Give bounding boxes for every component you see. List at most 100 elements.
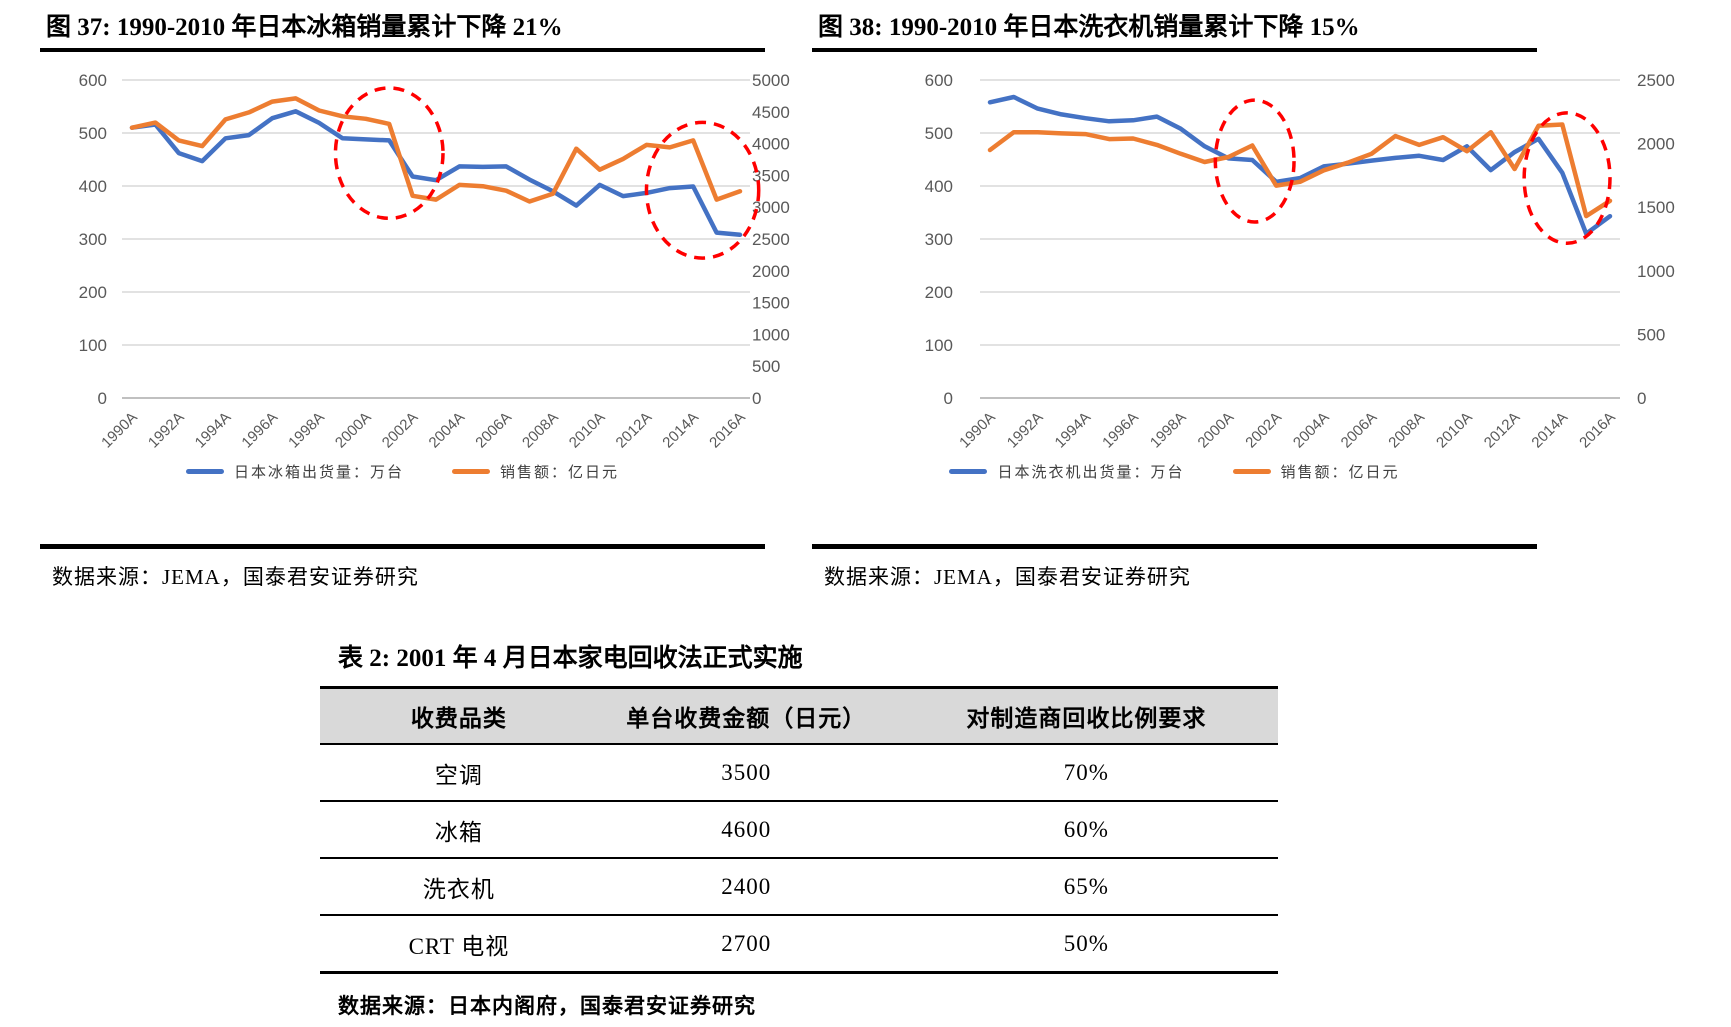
right-axis-tick-label: 3500 [752,166,790,185]
blue-line-swatch [185,468,224,474]
right-axis-tick-label: 0 [1637,389,1646,408]
x-axis-tick-label: 2004A [1290,409,1333,452]
right-axis-tick-label: 3000 [752,198,790,217]
table-2-section: 表 2: 2001 年 4 月日本家电回收法正式实施 收费品类 单台收费金额（日元… [320,638,1278,1020]
x-axis-tick-label: 1994A [1052,409,1095,452]
table-column-header: 对制造商回收比例要求 [894,687,1278,745]
x-axis-tick-label: 1998A [1147,409,1190,452]
left-axis-tick-label: 100 [79,336,107,355]
right-axis-tick-label: 1000 [752,325,790,344]
legend-item-shipments: 日本冰箱出货量：万台 [185,461,404,482]
legend-label: 销售额：亿日元 [500,464,620,481]
table-cell: 2700 [721,930,772,956]
x-axis-tick-label: 2014A [659,409,702,452]
x-axis-tick-label: 2002A [1242,409,1285,452]
legend-item-sales: 销售额：亿日元 [1232,461,1400,482]
right-axis-tick-label: 4500 [752,103,790,122]
figure-38-title: 图 38: 1990-2010 年日本洗衣机销量累计下降 15% [812,8,1537,52]
figure-37-bottom-rule [40,544,765,549]
table-row: 冰箱 4600 60% [320,801,1278,859]
figure-38-bottom-rule [812,544,1537,549]
left-axis-tick-label: 600 [925,71,953,90]
table-header-row: 收费品类 单台收费金额（日元） 对制造商回收比例要求 [320,687,1278,745]
x-axis-tick-label: 2012A [613,409,656,452]
highlight-ellipse-annotation [644,120,761,260]
right-axis-tick-label: 2000 [752,262,790,281]
right-axis-tick-label: 1500 [1637,198,1675,217]
right-axis-tick-label: 500 [752,357,780,376]
left-axis-tick-label: 600 [79,71,107,90]
figure-37-source: 数据来源：JEMA，国泰君安证券研究 [52,565,419,589]
figure-37: 图 37: 1990-2010 年日本冰箱销量累计下降 21% 600 500 40… [40,8,790,591]
x-axis-tick-label: 1992A [1004,409,1047,452]
figure-37-legend: 日本冰箱出货量：万台 销售额：亿日元 [40,460,765,482]
table-cell: 3500 [597,744,895,802]
figure-38-legend: 日本洗衣机出货量：万台 销售额：亿日元 [812,460,1537,482]
table-row: 空调 3500 70% [320,744,1278,802]
x-axis-tick-label: 1996A [238,409,281,452]
x-axis-tick-label: 2014A [1528,409,1571,452]
right-axis-tick-label: 1500 [752,294,790,313]
table-cell: 空调 [320,744,598,802]
x-axis-tick-label: 2008A [1385,409,1428,452]
x-axis-tick-label: 1998A [285,409,328,452]
x-axis-tick-label: 1990A [98,409,141,452]
x-axis-tick-label: 2010A [1433,409,1476,452]
left-axis-tick-label: 100 [925,336,953,355]
blue-line-swatch [949,468,988,474]
highlight-ellipse-annotation [1213,98,1296,224]
right-axis-tick-label: 2500 [752,230,790,249]
x-axis-tick-label: 1996A [1099,409,1142,452]
left-axis-tick-label: 300 [79,230,107,249]
left-axis-tick-label: 400 [79,177,107,196]
highlight-ellipse-annotation [333,86,445,221]
right-axis-tick-label: 2500 [1637,71,1675,90]
table-cell: 70% [894,744,1278,802]
table-cell: 65% [894,858,1278,916]
figure-37-title: 图 37: 1990-2010 年日本冰箱销量累计下降 21% [40,8,765,52]
table-cell: 洗衣机 [320,858,598,916]
left-axis-tick-label: 500 [925,124,953,143]
table-cell: 冰箱 [320,801,598,859]
left-axis-tick-label: 0 [944,389,953,408]
x-axis-tick-label: 2006A [472,409,515,452]
x-axis-tick-label: 2000A [332,409,375,452]
right-axis-tick-label: 1000 [1637,262,1675,281]
right-axis-tick-label: 5000 [752,71,790,90]
legend-label: 日本洗衣机出货量：万台 [997,464,1185,481]
left-axis-tick-label: 200 [79,283,107,302]
x-axis-tick-label: 1990A [956,409,999,452]
table-column-header: 收费品类 [320,687,598,745]
x-axis-tick-label: 2000A [1195,409,1238,452]
right-axis-tick-label: 2000 [1637,135,1675,154]
x-axis-tick-label: 2004A [426,409,469,452]
table-row: CRT 电视 2700 50% [320,915,1278,973]
x-axis-tick-label: 2016A [706,409,749,452]
right-axis-tick-label: 0 [752,389,761,408]
sales-line-series [129,96,743,204]
left-axis-tick-label: 400 [925,177,953,196]
table-row: 洗衣机 2400 65% [320,858,1278,916]
x-axis-tick-label: 2016A [1576,409,1619,452]
legend-label: 销售额：亿日元 [1280,464,1400,481]
right-axis-tick-label: 500 [1637,325,1665,344]
figure-38: 图 38: 1990-2010 年日本洗衣机销量累计下降 15% 600 500 4… [812,8,1675,591]
table-2-source: 数据来源：日本内阁府，国泰君安证券研究 [338,994,756,1018]
orange-line-swatch [452,468,490,474]
x-axis-tick-label: 1992A [145,409,188,452]
highlight-ellipse-annotation [1522,111,1612,245]
figure-38-source: 数据来源：JEMA，国泰君安证券研究 [824,565,1191,589]
left-axis-tick-label: 0 [98,389,107,408]
left-axis-tick-label: 500 [79,124,107,143]
legend-label: 日本冰箱出货量：万台 [233,464,404,481]
table-cell: CRT 电视 [408,933,510,959]
legend-item-sales: 销售额：亿日元 [452,461,619,482]
table-cell: 50% [1063,930,1109,956]
table-column-header: 单台收费金额（日元） [597,687,895,745]
x-axis-tick-label: 1994A [192,409,235,452]
right-axis-tick-label: 4000 [752,135,790,154]
table-cell: 4600 [597,801,895,859]
table-2-title: 表 2: 2001 年 4 月日本家电回收法正式实施 [338,645,803,672]
